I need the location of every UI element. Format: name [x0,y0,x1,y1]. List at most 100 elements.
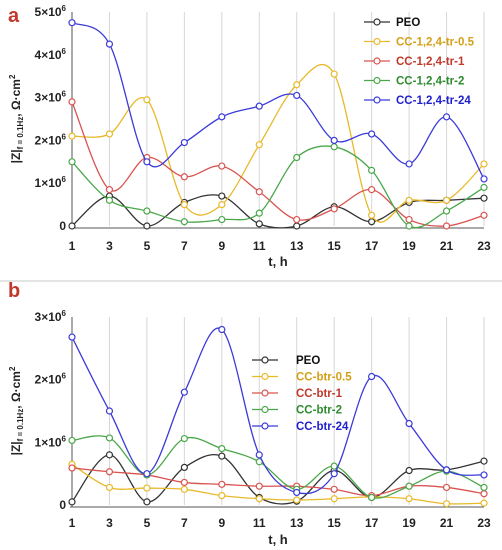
data-point [442,500,451,508]
data-point [255,451,263,459]
legend-marker [261,372,269,381]
data-point [405,495,413,503]
legend-label: CC-1,2,4-tr-0.5 [396,37,475,49]
data-point [68,222,76,230]
series-line-0 [71,194,485,229]
y-tick-label: 2×106 [35,372,67,387]
data-point [442,466,451,474]
data-point [68,132,76,140]
x-tick-label: 19 [402,239,416,253]
x-tick-label: 15 [328,516,342,530]
legend-label: PEO [296,355,320,367]
x-axis-label: t, h [268,532,288,547]
data-point [105,186,114,194]
data-point [442,207,451,215]
data-point [180,201,188,209]
series-line-2 [71,101,485,227]
data-point [405,222,413,230]
series-line-4 [71,22,485,180]
legend-label: CC-btr-24 [296,421,349,433]
x-tick-label: 13 [290,239,304,253]
y-tick-label: 5×106 [35,4,67,19]
data-point [330,143,338,151]
data-point [68,436,76,445]
legend-marker [261,405,269,414]
y-tick-label: 1×106 [35,434,67,449]
data-point [180,485,188,493]
data-point [143,484,151,492]
legend-label: CC-1,2,4-tr-24 [396,95,471,107]
data-point [68,498,76,506]
data-point [68,464,76,472]
data-point [255,188,263,196]
data-point [218,325,226,334]
legend-label: CC-1,2,4-tr-2 [396,76,464,88]
data-point [442,113,451,121]
legend-label: CC-btr-2 [296,405,342,417]
data-point [330,136,338,144]
y-tick-label: 0 [59,219,66,233]
data-point [68,158,76,166]
x-tick-label: 21 [440,516,454,530]
x-tick-label: 23 [477,516,491,530]
x-tick-label: 19 [402,516,416,530]
legend-marker [261,422,269,430]
data-point [480,194,488,202]
data-point [405,466,413,475]
panel-label: a [8,5,20,27]
data-point [330,70,338,78]
data-point [105,407,114,415]
data-point [143,207,151,215]
data-point [180,218,188,226]
x-tick-label: 5 [144,239,151,253]
data-point [180,138,188,147]
data-point [68,333,76,341]
series-line-1 [71,63,485,223]
data-point [293,215,301,224]
legend-marker [261,356,269,364]
data-point [330,205,338,213]
y-tick-label: 4×106 [35,47,67,62]
data-point [293,488,301,497]
data-point [105,468,114,476]
legend-marker [373,96,381,104]
data-point [105,434,114,442]
data-point [368,186,376,194]
x-axis-label: t, h [268,254,288,269]
data-point [368,130,376,138]
data-point [442,222,451,230]
x-tick-label: 11 [253,239,266,253]
data-point [180,173,188,181]
x-tick-label: 11 [253,516,266,530]
data-point [330,495,338,503]
data-point [480,483,488,492]
data-point [218,215,226,224]
data-point [105,196,114,204]
y-tick-label: 1×106 [35,175,67,190]
data-point [105,40,114,48]
data-point [143,222,151,230]
data-point [368,372,376,381]
legend-marker [373,57,381,65]
data-point [105,130,114,138]
data-point [180,463,188,471]
data-point [480,175,488,183]
chart-panel-a: a1 3 5 7 9 11 13 15 17 19 21 2301×1062×1063×1064×10… [8,4,491,269]
x-tick-label: 13 [290,516,304,530]
x-tick-label: 7 [181,239,188,253]
legend-marker [261,389,269,397]
series-line-1 [71,463,485,505]
data-point [255,482,263,490]
data-point [143,96,151,104]
data-point [293,91,301,100]
data-point [330,462,338,470]
data-point [218,162,226,170]
data-point [442,483,451,492]
data-point [405,215,413,224]
data-point [293,222,301,230]
series-line-3 [71,145,485,229]
x-tick-label: 7 [181,516,188,530]
data-point [368,211,376,219]
